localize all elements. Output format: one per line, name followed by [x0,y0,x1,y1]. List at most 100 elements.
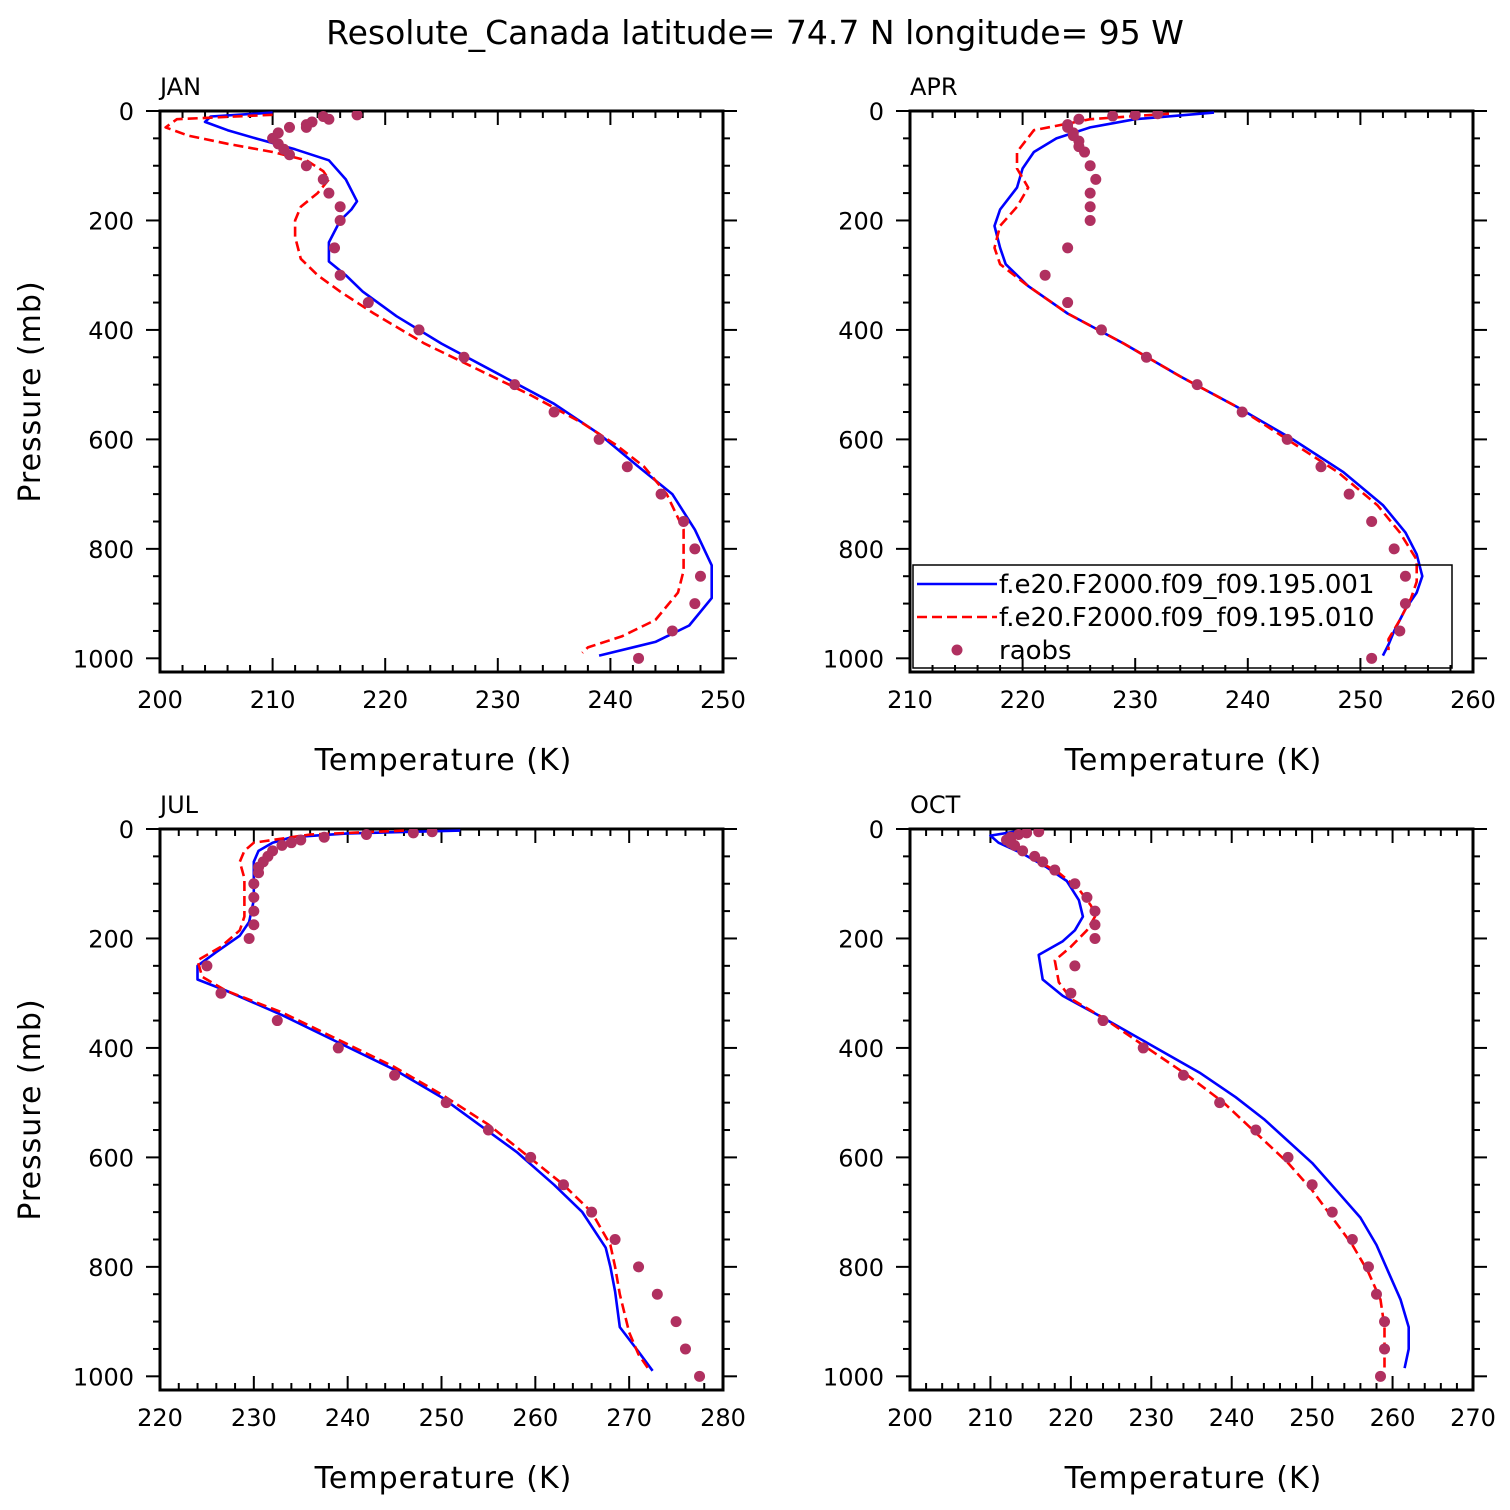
legend-label: f.e20.F2000.f09_f09.195.001 [999,570,1375,600]
y-tick-label: 800 [88,1254,134,1282]
x-axis-title: Temperature (K) [1064,1461,1323,1496]
raobs-point [548,406,560,418]
raobs-point [243,932,255,944]
y-tick-label: 0 [119,98,134,126]
raobs-point [1282,1151,1294,1163]
panel-label: JAN [158,73,201,101]
x-axis-title: Temperature (K) [314,1461,573,1496]
raobs-point [1315,461,1327,473]
y-tick-label: 0 [119,816,134,844]
y-tick-label: 400 [88,1035,134,1063]
raobs-point [362,297,374,309]
x-tick-label: 250 [1289,1404,1335,1432]
x-tick-label: 230 [1128,1404,1174,1432]
raobs-point [1033,829,1045,838]
plot-area [989,829,1410,1382]
x-tick-label: 210 [887,686,933,714]
x-axis-title: Temperature (K) [314,743,573,778]
x-tick-label: 240 [325,1404,371,1432]
panel-jan: JAN 200 210 220 230 240 250 0 200 400 600 800 1000 Te… [13,73,746,778]
raobs-point [300,121,312,133]
raobs-point [1326,1206,1338,1218]
raobs-point [633,1261,645,1273]
x-tick-label: 250 [419,1404,465,1432]
x-tick-label: 220 [1048,1404,1094,1432]
y-tick-label: 400 [88,317,134,345]
raobs-point [482,1124,494,1136]
raobs-point [651,1288,663,1300]
raobs-point [407,829,419,839]
x-tick-label: 230 [231,1404,277,1432]
raobs-point [295,834,307,846]
y-tick-label: 400 [838,1035,884,1063]
plot-frame [908,109,1475,674]
x-tick-label: 260 [512,1404,558,1432]
panel-label: OCT [910,791,961,819]
raobs-point [1399,598,1411,610]
raobs-point [1191,379,1203,391]
x-tick-label: 200 [137,686,183,714]
raobs-point [1039,269,1051,281]
y-tick-label: 600 [88,426,134,454]
figure-title: Resolute_Canada latitude= 74.7 N longitu… [326,13,1184,52]
raobs-point [1017,845,1029,857]
raobs-point [1399,570,1411,582]
raobs-point [1084,214,1096,226]
series-line-001 [989,830,1410,1369]
y-tick-label: 400 [838,317,884,345]
raobs-point [1081,891,1093,903]
raobs-point [413,324,425,336]
y-axis-title: Pressure (mb) [13,280,48,502]
x-tick-label: 250 [700,686,746,714]
raobs-point [1343,488,1355,500]
raobs-point [1062,242,1074,254]
x-tick-label: 260 [1450,686,1496,714]
panel-label: JUL [158,791,199,819]
y-tick-label: 1000 [823,1363,884,1391]
raobs-point [1065,987,1077,999]
legend-label: raobs [999,636,1072,666]
x-tick-label: 210 [250,686,296,714]
raobs-point [201,960,213,972]
raobs-point [253,867,265,879]
x-tick-label: 200 [887,1404,933,1432]
raobs-point [1029,850,1041,862]
y-tick-label: 0 [869,98,884,126]
raobs-point [334,201,346,213]
raobs-point [1140,351,1152,363]
raobs-point [248,919,260,931]
legend-box [912,564,1453,669]
raobs-point [633,652,645,664]
raobs-point [689,598,701,610]
raobs-point [248,878,260,890]
raobs-point [609,1233,621,1245]
raobs-point [318,831,330,843]
x-tick-label: 230 [475,686,521,714]
raobs-point [283,121,295,133]
raobs-point [1107,111,1119,122]
raobs-point [440,1097,452,1109]
series-line-010 [164,113,685,654]
series-line-010 [993,112,1418,651]
y-tick-label: 600 [838,426,884,454]
y-tick-label: 200 [838,925,884,953]
raobs-point [1049,864,1061,876]
x-tick-label: 280 [700,1404,746,1432]
raobs-point [1250,1124,1262,1136]
y-tick-label: 800 [838,536,884,564]
raobs-point [360,829,372,840]
x-tick-label: 210 [968,1404,1014,1432]
raobs-point [655,488,667,500]
panel-oct: OCT 200 210 220 230 240 250 260 270 0 200 400 600 800… [823,791,1496,1496]
y-tick-label: 200 [838,207,884,235]
plot-area [164,111,713,664]
raobs-point [678,515,690,527]
raobs-point [1214,1097,1226,1109]
x-tick-label: 230 [1112,686,1158,714]
x-tick-label: 220 [1000,686,1046,714]
series-line-001 [203,111,713,657]
raobs-point [215,987,227,999]
panels: JAN 200 210 220 230 240 250 0 200 400 600 800 1000 Te… [13,73,1496,1496]
panel-apr: APR 210 220 230 240 250 260 0 200 400 600 800 1000 Te… [823,73,1496,778]
raobs-point [426,829,438,838]
